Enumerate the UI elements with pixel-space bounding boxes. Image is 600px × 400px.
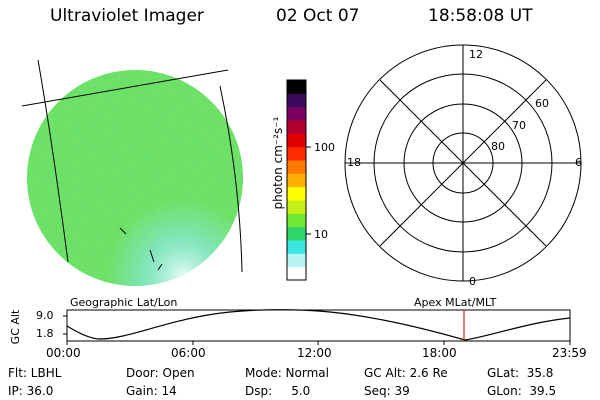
lon-line-east (219, 85, 243, 273)
color-bar-segment (287, 266, 306, 281)
color-bar (286, 79, 307, 281)
color-bar-segment (287, 253, 306, 268)
color-bar-segment (287, 186, 306, 201)
lon-line-west (37, 59, 69, 263)
color-bar-segment (287, 200, 306, 214)
polar-plot (344, 44, 582, 282)
mode-info: Mode: Normal (245, 366, 329, 380)
color-bar-segment (287, 146, 306, 161)
coastline-marks (119, 227, 163, 271)
orbit-frame (66, 309, 571, 342)
x-tick-label-2359: 23:59 (552, 346, 587, 360)
x-tick-label-0000: 00:00 (46, 346, 81, 360)
color-bar-segment (287, 226, 306, 241)
x-tick-label-1200: 12:00 (297, 346, 332, 360)
polar-diagonal-2 (379, 79, 547, 247)
color-bar-ticks (306, 146, 311, 235)
geographic-title: Geographic Lat/Lon (70, 296, 178, 309)
color-bar-tick-100: 100 (314, 141, 335, 154)
gain-info: Gain: 14 (126, 384, 177, 398)
gc-alt-axis-label: GC Alt (9, 309, 22, 345)
color-bar-segment (287, 120, 306, 134)
door-info: Door: Open (126, 366, 195, 380)
orbit-altitude-curve (66, 309, 571, 341)
dsp-info: Dsp: 5.0 (245, 384, 311, 398)
color-bar-segment (287, 160, 306, 174)
lat-line (21, 69, 229, 107)
color-bar-label: photon cm⁻²s⁻¹ (271, 116, 285, 210)
x-tick-label-1800: 18:00 (422, 346, 457, 360)
color-bar-frame (286, 79, 307, 281)
ip-info: IP: 36.0 (8, 384, 54, 398)
seq-info: Seq: 39 (364, 384, 410, 398)
color-bar-tick-10: 10 (314, 228, 328, 241)
lat-label-60: 60 (535, 97, 549, 110)
y-tick-label-high: 9.0 (36, 309, 54, 322)
mlt-label-12: 12 (469, 48, 483, 61)
filter-info: Flt: LBHL (8, 366, 62, 380)
glat-info: GLat: 35.8 (487, 366, 554, 380)
mlt-label-0: 0 (469, 275, 476, 288)
instrument-title: Ultraviolet Imager (50, 6, 204, 26)
orbit-panel (63, 309, 571, 345)
color-bar-segment (287, 106, 306, 121)
color-bar-segment (287, 133, 306, 148)
glon-info: GLon: 39.5 (487, 384, 557, 398)
color-bar-segment (287, 240, 306, 254)
lat-label-80: 80 (491, 140, 505, 153)
y-tick-label-low: 1.8 (36, 327, 54, 340)
color-bar-segment (287, 213, 306, 228)
color-bar-segment (287, 93, 306, 108)
color-bar-segment (287, 173, 306, 188)
x-tick-label-0600: 06:00 (171, 346, 206, 360)
time-label: 18:58:08 UT (428, 6, 533, 26)
mlt-label-6: 6 (575, 156, 582, 169)
apex-title: Apex MLat/MLT (414, 296, 497, 309)
gc-alt-info: GC Alt: 2.6 Re (364, 366, 448, 380)
date-label: 02 Oct 07 (276, 6, 360, 26)
uv-image-disc (21, 59, 243, 286)
mlt-label-18: 18 (347, 156, 361, 169)
color-bar-segment (287, 80, 306, 94)
lat-label-70: 70 (512, 119, 526, 132)
